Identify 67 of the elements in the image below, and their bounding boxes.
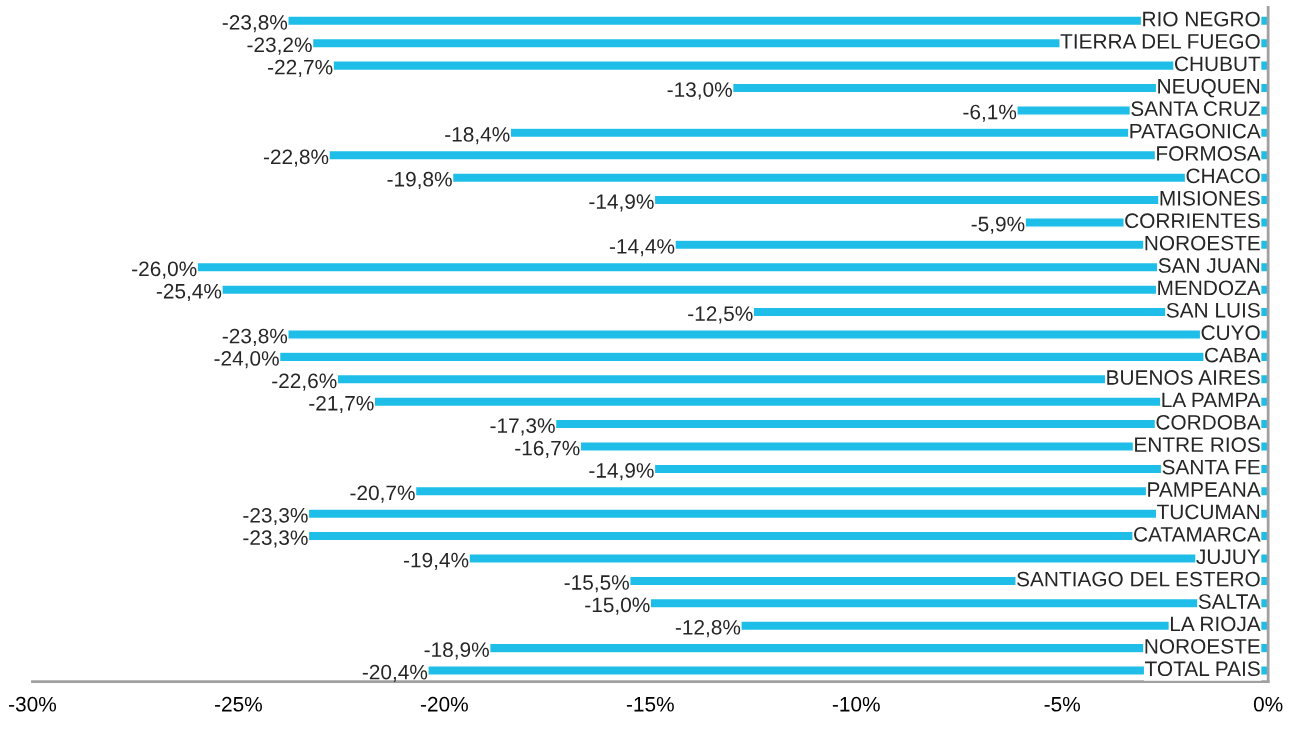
y-tick-label: RIO NEGRO	[1143, 11, 1260, 27]
data-label: -5,9%	[971, 216, 1025, 234]
data-label: -12,8%	[675, 619, 741, 638]
y-tick-label: SAN LUIS	[1166, 302, 1260, 318]
data-label: -25,4%	[156, 283, 222, 302]
y-tick-label: NEUQUEN	[1158, 78, 1260, 98]
y-tick-label: MENDOZA	[1158, 280, 1261, 296]
data-label: -14,4%	[609, 239, 675, 257]
y-tick-label: CORDOBA	[1156, 414, 1261, 430]
data-label: -23,3%	[243, 530, 308, 548]
data-label: -23,2%	[247, 37, 312, 55]
data-label: -23,3%	[243, 507, 308, 526]
data-label: -23,8%	[222, 15, 288, 33]
y-tick-label: TUCUMAN	[1157, 504, 1260, 520]
data-label: -18,4%	[445, 127, 510, 145]
data-label: -19,8%	[387, 171, 452, 190]
data-label: -13,0%	[667, 82, 732, 100]
y-tick-label: SANTA FE	[1162, 459, 1260, 475]
data-label: -16,7%	[515, 440, 580, 458]
x-tick-label: 0%	[1253, 696, 1283, 712]
data-label: -22,8%	[263, 149, 329, 167]
y-tick-label: CATAMARCA	[1134, 526, 1261, 542]
y-tick-label: TOTAL PAIS	[1145, 661, 1260, 677]
y-tick-label: NOROESTE	[1145, 235, 1260, 251]
y-tick-label: BUENOS AIRES	[1107, 370, 1260, 385]
y-tick-label: TIERRA DEL FUEGO	[1060, 34, 1260, 49]
data-label: -14,9%	[589, 194, 654, 212]
y-tick-label: SAN JUAN	[1158, 258, 1260, 273]
data-label: -15,5%	[564, 575, 629, 593]
y-tick-label: PATAGONICA	[1130, 123, 1261, 139]
data-label: -20,7%	[350, 485, 415, 503]
y-tick-label: LA PAMPA	[1162, 392, 1261, 408]
y-tick-label: CABA	[1205, 347, 1261, 363]
data-label: -20,4%	[362, 664, 428, 682]
y-tick-label: ENTRE RIOS	[1135, 437, 1260, 453]
x-tick-label: -25%	[215, 696, 262, 712]
y-tick-label: FORMOSA	[1157, 146, 1261, 161]
data-label: -22,7%	[268, 59, 333, 78]
x-tick-label: -10%	[832, 696, 880, 712]
x-tick-label: -20%	[420, 696, 468, 712]
data-label: -6,1%	[963, 104, 1017, 122]
x-tick-label: -30%	[9, 696, 57, 712]
y-tick-label: SANTIAGO DEL ESTERO	[1017, 571, 1260, 587]
y-tick-label: MISIONES	[1160, 190, 1260, 206]
y-tick-label: LA RIOJA	[1170, 616, 1261, 632]
y-tick-label: CUYO	[1201, 325, 1260, 341]
data-label: -15,0%	[585, 597, 650, 615]
y-tick-label: SALTA	[1198, 594, 1261, 609]
y-tick-label: SANTA CRUZ	[1131, 101, 1261, 117]
x-tick-label: -5%	[1044, 696, 1080, 712]
data-label: -26,0%	[132, 261, 197, 279]
x-tick-label: -15%	[626, 696, 674, 712]
y-tick-label: CHUBUT	[1174, 56, 1261, 72]
data-label: -24,0%	[214, 351, 279, 369]
data-label: -12,5%	[688, 306, 753, 324]
data-label: -21,7%	[309, 395, 374, 414]
y-tick-label: CHACO	[1186, 168, 1260, 184]
data-label: -19,4%	[403, 552, 469, 570]
y-tick-label: NOROESTE	[1145, 638, 1260, 654]
data-label: -22,6%	[272, 373, 337, 391]
y-tick-label: PAMPEANA	[1148, 482, 1261, 497]
data-label: -17,3%	[490, 418, 555, 436]
y-tick-label: JUJUY	[1196, 549, 1261, 565]
data-label: -18,9%	[424, 642, 489, 660]
data-label: -14,9%	[589, 463, 654, 481]
data-label: -23,8%	[222, 328, 288, 346]
y-tick-label: CORRIENTES	[1125, 213, 1260, 229]
